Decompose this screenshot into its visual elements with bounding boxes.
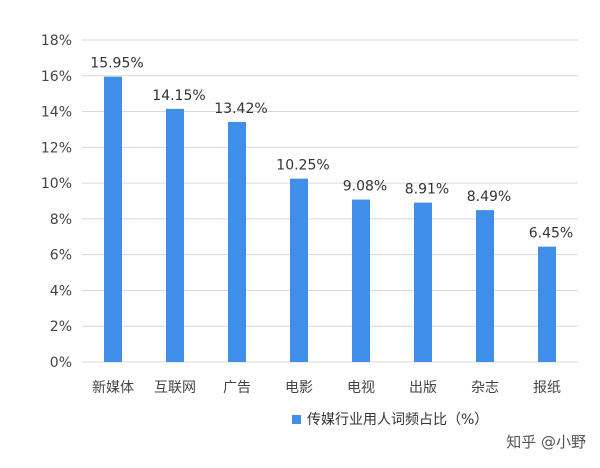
y-tick-label: 4% bbox=[50, 283, 72, 299]
x-tick-label: 报纸 bbox=[533, 380, 561, 396]
x-tick-label: 新媒体 bbox=[92, 380, 134, 396]
y-tick-label: 2% bbox=[50, 319, 72, 335]
x-tick-label: 杂志 bbox=[471, 380, 499, 396]
bar bbox=[352, 199, 370, 362]
bar bbox=[290, 178, 308, 362]
data-label: 9.08% bbox=[343, 179, 387, 195]
x-tick-label: 出版 bbox=[409, 380, 437, 396]
x-tick-label: 电影 bbox=[285, 380, 313, 396]
legend-label: 传媒行业用人词频占比（%） bbox=[307, 412, 488, 428]
y-tick-label: 18% bbox=[41, 33, 72, 49]
y-tick-label: 12% bbox=[41, 140, 72, 156]
watermark-text: 知乎 @小野 bbox=[506, 433, 586, 451]
y-tick-label: 8% bbox=[50, 212, 72, 228]
data-label: 14.15% bbox=[152, 88, 205, 104]
y-tick-label: 6% bbox=[50, 248, 72, 264]
y-tick-label: 16% bbox=[41, 69, 72, 85]
data-label: 10.25% bbox=[276, 158, 329, 174]
x-tick-label: 互联网 bbox=[154, 380, 196, 396]
x-tick-label: 广告 bbox=[223, 380, 251, 396]
data-label: 6.45% bbox=[529, 226, 573, 242]
bar bbox=[414, 202, 432, 362]
data-label: 13.42% bbox=[214, 101, 267, 117]
data-label: 8.49% bbox=[467, 189, 511, 205]
y-tick-label: 14% bbox=[41, 105, 72, 121]
bar bbox=[228, 121, 246, 362]
y-tick-label: 10% bbox=[41, 176, 72, 192]
bar bbox=[104, 76, 122, 362]
data-label: 8.91% bbox=[405, 182, 449, 198]
data-label: 15.95% bbox=[90, 56, 143, 72]
bar bbox=[166, 108, 184, 362]
bar bbox=[476, 210, 494, 362]
x-tick-label: 电视 bbox=[347, 380, 375, 396]
legend-swatch bbox=[292, 415, 301, 424]
y-tick-label: 0% bbox=[50, 355, 72, 371]
bar bbox=[538, 246, 556, 362]
